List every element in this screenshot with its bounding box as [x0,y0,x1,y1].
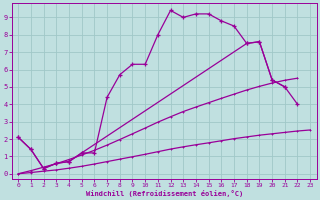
X-axis label: Windchill (Refroidissement éolien,°C): Windchill (Refroidissement éolien,°C) [85,190,243,197]
